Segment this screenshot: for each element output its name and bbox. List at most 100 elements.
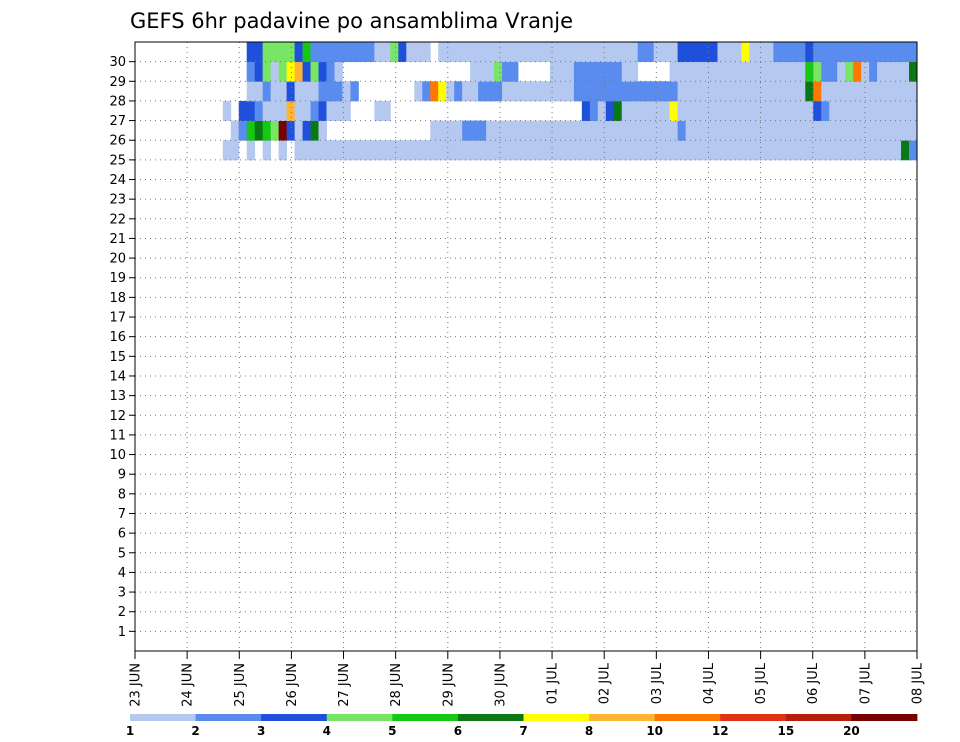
y-tick-label: 28: [109, 94, 126, 109]
heatmap-cell: [717, 61, 726, 82]
heatmap-cell: [565, 81, 575, 102]
heatmap-cell: [557, 81, 567, 102]
heatmap-cell: [789, 81, 798, 102]
heatmap-cell: [406, 42, 415, 63]
heatmap-cell: [502, 140, 511, 161]
heatmap-cell: [262, 120, 272, 141]
heatmap-cell: [621, 61, 631, 82]
heatmap-cell: [565, 140, 575, 161]
heatmap-cell: [853, 140, 862, 161]
heatmap-cell: [717, 120, 726, 141]
heatmap-cell: [773, 120, 782, 141]
heatmap-cell: [701, 140, 710, 161]
heatmap-cell: [813, 81, 822, 102]
heatmap-cell: [845, 100, 854, 121]
heatmap-cell: [677, 120, 686, 141]
heatmap-cell: [510, 42, 519, 63]
heatmap-cell: [518, 120, 527, 141]
heatmap-cell: [685, 120, 694, 141]
heatmap-cell: [757, 61, 766, 82]
heatmap-cell: [805, 140, 814, 161]
heatmap-cell: [829, 61, 838, 82]
heatmap-cell: [318, 81, 327, 102]
heatmap-cell: [565, 42, 575, 63]
heatmap-cell: [613, 42, 623, 63]
heatmap-cells: [222, 42, 918, 161]
heatmap-cell: [741, 42, 750, 63]
heatmap-cell: [885, 140, 894, 161]
heatmap-cell: [893, 120, 902, 141]
heatmap-cell: [454, 120, 463, 141]
heatmap-cell: [246, 81, 256, 102]
y-tick-label: 3: [118, 586, 126, 601]
heatmap-cell: [709, 61, 718, 82]
colorbar-label: 7: [519, 724, 527, 738]
heatmap-cell: [286, 61, 295, 82]
heatmap-cell: [326, 140, 335, 161]
heatmap-cell: [621, 81, 631, 102]
heatmap-cell: [462, 81, 471, 102]
heatmap-cell: [246, 61, 256, 82]
heatmap-cell: [230, 120, 240, 141]
heatmap-cell: [645, 100, 655, 121]
colorbar-swatch: [589, 714, 656, 721]
heatmap-cell: [374, 100, 383, 121]
heatmap-cell: [222, 100, 232, 121]
heatmap-cell: [725, 81, 734, 102]
heatmap-cell: [813, 100, 822, 121]
heatmap-cell: [709, 42, 718, 63]
y-tick-label: 24: [109, 173, 126, 188]
heatmap-cell: [701, 120, 710, 141]
heatmap-cell: [230, 140, 240, 161]
heatmap-cell: [310, 120, 319, 141]
heatmap-cell: [853, 42, 862, 63]
heatmap-cell: [526, 81, 535, 102]
heatmap-cell: [877, 100, 886, 121]
heatmap-cell: [494, 140, 503, 161]
heatmap-cell: [685, 81, 694, 102]
x-tick-label: 26 JUN: [285, 663, 300, 707]
heatmap-cell: [565, 120, 575, 141]
heatmap-cell: [613, 81, 623, 102]
heatmap-cell: [294, 140, 303, 161]
heatmap-cell: [549, 61, 559, 82]
heatmap-cell: [334, 100, 343, 121]
heatmap-cell: [693, 81, 702, 102]
heatmap-cell: [518, 81, 527, 102]
heatmap-cell: [789, 120, 798, 141]
heatmap-cell: [557, 140, 567, 161]
heatmap-cell: [837, 120, 846, 141]
y-tick-label: 10: [109, 448, 126, 463]
heatmap-cell: [693, 100, 702, 121]
x-tick-label: 24 JUN: [181, 663, 196, 707]
colorbar-label: 15: [777, 724, 794, 738]
heatmap-cell: [749, 100, 758, 121]
heatmap-cell: [326, 61, 335, 82]
heatmap-cell: [765, 81, 774, 102]
heatmap-cell: [909, 100, 918, 121]
colorbar-swatch: [392, 714, 459, 721]
heatmap-cell: [661, 120, 671, 141]
x-tick-label: 07 JUL: [858, 662, 873, 704]
heatmap-cell: [829, 120, 838, 141]
heatmap-cell: [709, 120, 718, 141]
heatmap-cell: [462, 120, 471, 141]
heatmap-cell: [470, 120, 479, 141]
heatmap-cell: [821, 81, 830, 102]
heatmap-cell: [773, 81, 782, 102]
x-tick-label: 23 JUN: [129, 663, 144, 707]
colorbar-swatch: [654, 714, 721, 721]
heatmap-cell: [486, 120, 495, 141]
heatmap-cell: [749, 61, 758, 82]
y-tick-label: 6: [118, 527, 126, 542]
heatmap-cell: [869, 81, 878, 102]
heatmap-cell: [821, 100, 830, 121]
heatmap-cell: [374, 140, 383, 161]
heatmap-cell: [310, 61, 319, 82]
heatmap-cell: [238, 100, 248, 121]
heatmap-cell: [797, 140, 806, 161]
heatmap-cell: [685, 100, 694, 121]
heatmap-cell: [302, 81, 311, 102]
heatmap-cell: [581, 140, 591, 161]
